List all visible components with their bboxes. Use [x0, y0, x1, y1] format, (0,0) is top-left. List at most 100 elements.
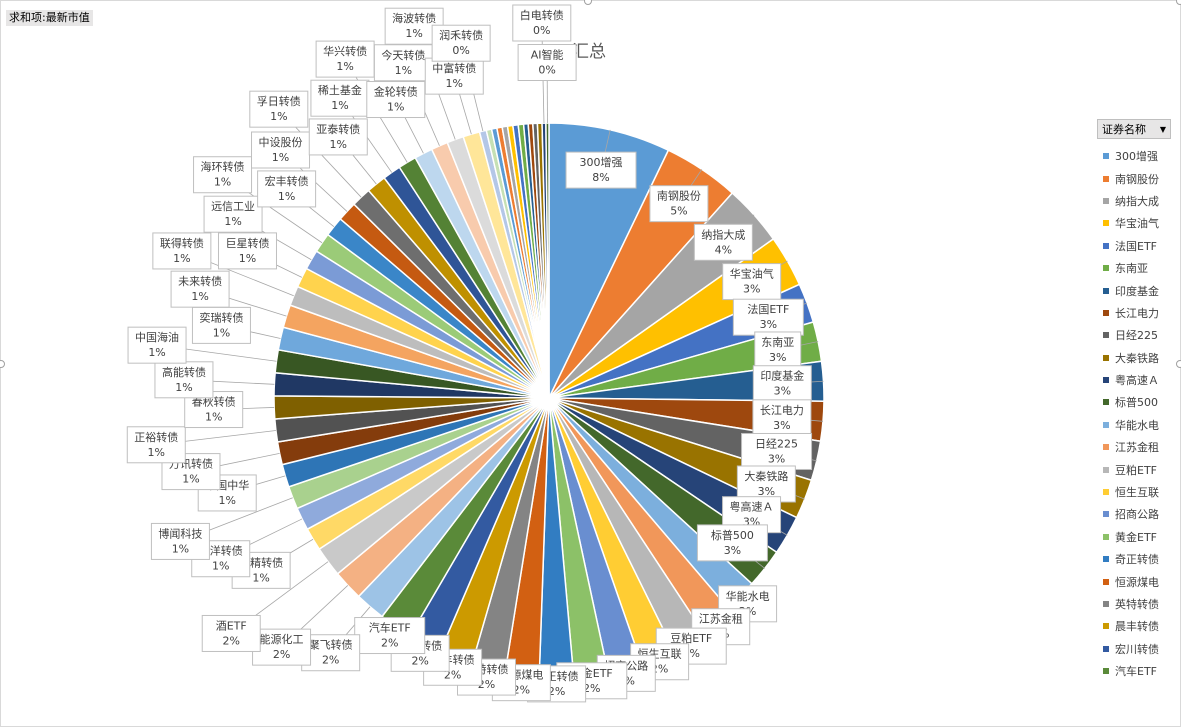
legend-label: 大秦铁路	[1115, 350, 1159, 366]
data-label-name: 印度基金	[760, 369, 804, 383]
data-label-percent: 1%	[387, 101, 404, 114]
legend-label: 华宝油气	[1115, 215, 1159, 231]
data-label-name: 巨星转债	[225, 236, 269, 250]
data-label-percent: 1%	[218, 494, 235, 507]
legend-label: 纳指大成	[1115, 193, 1159, 209]
resize-handle-top-right[interactable]	[1176, 0, 1181, 5]
legend-swatch	[1103, 355, 1109, 361]
data-label-percent: 1%	[239, 252, 256, 265]
legend-label: 汽车ETF	[1115, 663, 1157, 679]
legend-label: 恒源煤电	[1115, 574, 1159, 590]
legend-entry: 恒源煤电	[1097, 570, 1177, 592]
legend-label: 300增强	[1115, 148, 1158, 164]
legend-swatch	[1103, 556, 1109, 562]
data-label-percent: 8%	[592, 171, 609, 184]
legend-label: 华能水电	[1115, 417, 1159, 433]
data-label-percent: 0%	[538, 64, 555, 77]
data-label-name: 远信工业	[211, 200, 255, 213]
legend-label: 英特转债	[1115, 596, 1159, 612]
legend-entry: 奇正转债	[1097, 548, 1177, 570]
legend-label: 豆粕ETF	[1115, 462, 1157, 478]
data-label-name: 东南亚	[761, 336, 794, 349]
legend-swatch	[1103, 332, 1109, 338]
data-label-name: 汽车ETF	[369, 621, 411, 635]
data-label-percent: 1%	[172, 542, 189, 555]
legend-entry: 晨丰转债	[1097, 615, 1177, 637]
data-label-percent: 0%	[533, 24, 550, 37]
legend-label: 日经225	[1115, 327, 1158, 343]
data-label-percent: 3%	[760, 318, 777, 331]
legend-label: 黄金ETF	[1115, 529, 1157, 545]
legend-entry: 标普500	[1097, 391, 1177, 413]
data-label-percent: 1%	[182, 473, 199, 486]
legend-label: 法国ETF	[1115, 238, 1157, 254]
legend-entry: 大秦铁路	[1097, 347, 1177, 369]
legend-entry: 汽车ETF	[1097, 660, 1177, 682]
data-label-percent: 0%	[452, 44, 469, 57]
data-label-percent: 1%	[214, 176, 231, 189]
data-label-percent: 3%	[768, 452, 785, 465]
data-label-name: 联得转债	[160, 236, 204, 250]
data-label-name: 日经225	[755, 437, 798, 450]
legend-swatch	[1103, 265, 1109, 271]
legend-swatch	[1103, 444, 1109, 450]
data-label-name: 法国ETF	[747, 302, 789, 316]
legend-swatch	[1103, 198, 1109, 204]
data-label-percent: 1%	[330, 138, 347, 151]
data-label-name: 未来转债	[178, 274, 222, 288]
legend-filter-button[interactable]: 证券名称 ▼	[1097, 119, 1171, 139]
data-label-percent: 1%	[446, 77, 463, 90]
legend-entry: 恒生互联	[1097, 481, 1177, 503]
data-label-percent: 3%	[774, 385, 791, 398]
data-label-percent: 1%	[270, 110, 287, 123]
data-label-name: 中国海油	[135, 330, 179, 344]
data-label-percent: 2%	[322, 654, 339, 667]
legend-swatch	[1103, 668, 1109, 674]
data-label-name: 酒ETF	[216, 619, 247, 632]
data-label-name: 孚日转债	[257, 94, 301, 108]
data-label-percent: 1%	[205, 411, 222, 424]
data-label-percent: 2%	[411, 654, 428, 667]
data-label-name: 白电转债	[520, 8, 564, 22]
data-label-percent: 1%	[224, 215, 241, 228]
data-label-name: 豆粕ETF	[670, 631, 712, 645]
data-label-name: 大秦铁路	[744, 469, 788, 483]
legend-entry: 粤高速Ａ	[1097, 369, 1177, 391]
data-label-name: 高能转债	[162, 365, 206, 379]
legend-entry: 华宝油气	[1097, 212, 1177, 234]
legend-entry: 招商公路	[1097, 503, 1177, 525]
data-label-name: 奕瑞转债	[199, 310, 243, 324]
data-label-name: 金轮转债	[374, 85, 418, 99]
legend-swatch	[1103, 467, 1109, 473]
data-label-percent: 3%	[769, 351, 786, 364]
resize-handle-right[interactable]	[1176, 360, 1181, 368]
legend-entry: 黄金ETF	[1097, 526, 1177, 548]
data-label-name: AI智能	[531, 48, 564, 62]
legend-entry: 纳指大成	[1097, 190, 1177, 212]
legend-swatch	[1103, 399, 1109, 405]
data-label-name: 中设股份	[259, 136, 303, 149]
data-label-percent: 3%	[724, 544, 741, 557]
data-label-percent: 2%	[381, 637, 398, 650]
legend-swatch	[1103, 422, 1109, 428]
legend-label: 恒生互联	[1115, 484, 1159, 500]
data-label-percent: 1%	[336, 60, 353, 73]
legend-entry: 南钢股份	[1097, 167, 1177, 189]
data-label-name: 亚泰转债	[316, 122, 360, 136]
legend-label: 奇正转债	[1115, 551, 1159, 567]
data-label-percent: 1%	[405, 27, 422, 40]
data-label-percent: 1%	[252, 571, 269, 584]
data-label-percent: 1%	[272, 151, 289, 164]
data-label-name: 华能水电	[726, 589, 770, 603]
data-label-name: 南钢股份	[657, 190, 701, 203]
legend-label: 印度基金	[1115, 283, 1159, 299]
legend-swatch	[1103, 377, 1109, 383]
legend-swatch	[1103, 511, 1109, 517]
data-label-name: 正裕转债	[134, 430, 178, 444]
data-label-percent: 1%	[213, 326, 230, 339]
data-label-name: 海环转债	[201, 160, 245, 174]
legend-swatch	[1103, 601, 1109, 607]
